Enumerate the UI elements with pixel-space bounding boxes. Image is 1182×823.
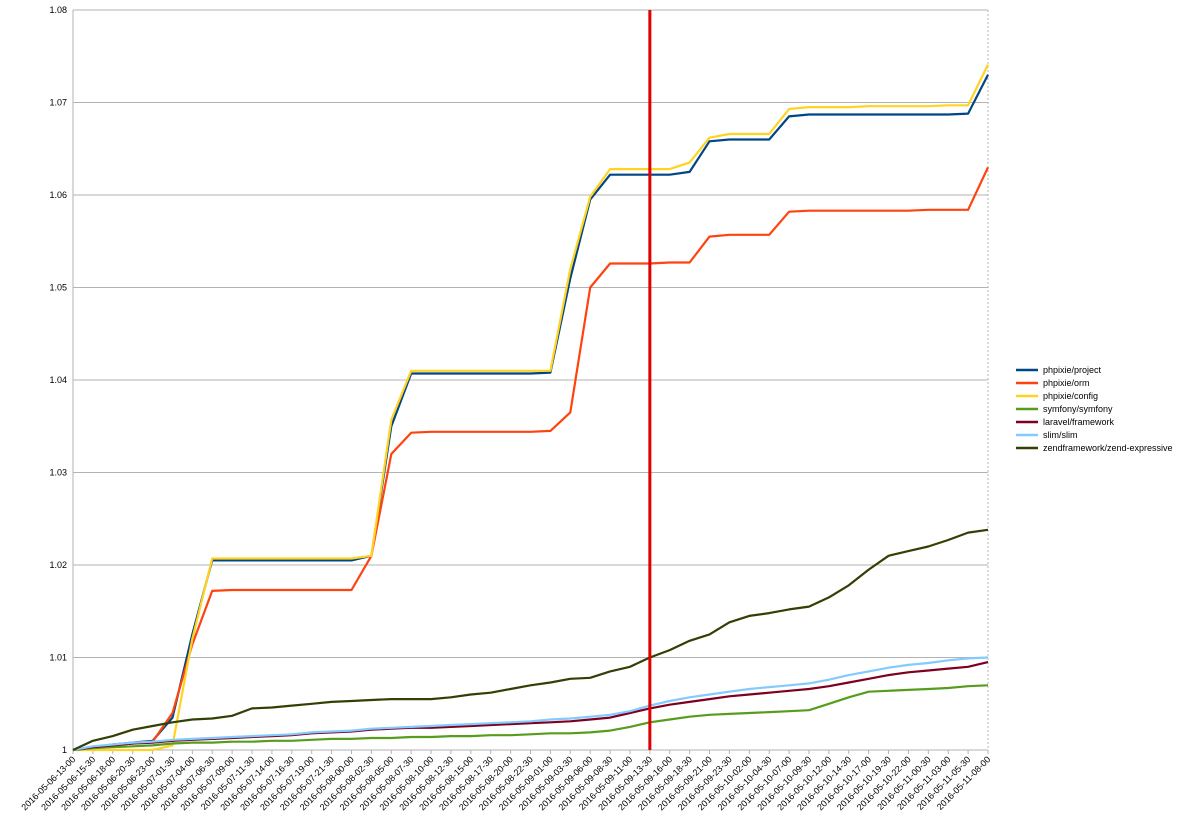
series-line (72, 684, 989, 752)
y-tick-label: 1.02 (49, 560, 67, 570)
series-line (72, 74, 989, 752)
y-tick-label: 1.03 (49, 468, 67, 478)
y-tick-label: 1.05 (49, 283, 67, 293)
legend-label: zendframework/zend-expressive (1043, 443, 1173, 453)
series-line (72, 528, 989, 751)
y-tick-label: 1.06 (49, 190, 67, 200)
y-tick-label: 1.07 (49, 98, 67, 108)
legend-label: phpixie/project (1043, 365, 1102, 375)
legend-label: laravel/framework (1043, 417, 1115, 427)
series-line (73, 64, 989, 752)
y-tick-label: 1.01 (49, 653, 67, 663)
legend-label: symfony/symfony (1043, 404, 1113, 414)
legend-label: slim/slim (1043, 430, 1078, 440)
legend-label: phpixie/orm (1043, 378, 1090, 388)
y-tick-label: 1.08 (49, 5, 67, 15)
y-tick-label: 1 (62, 745, 67, 755)
series-line (72, 166, 989, 752)
y-tick-label: 1.04 (49, 375, 67, 385)
series-line (72, 656, 989, 752)
legend-label: phpixie/config (1043, 391, 1098, 401)
